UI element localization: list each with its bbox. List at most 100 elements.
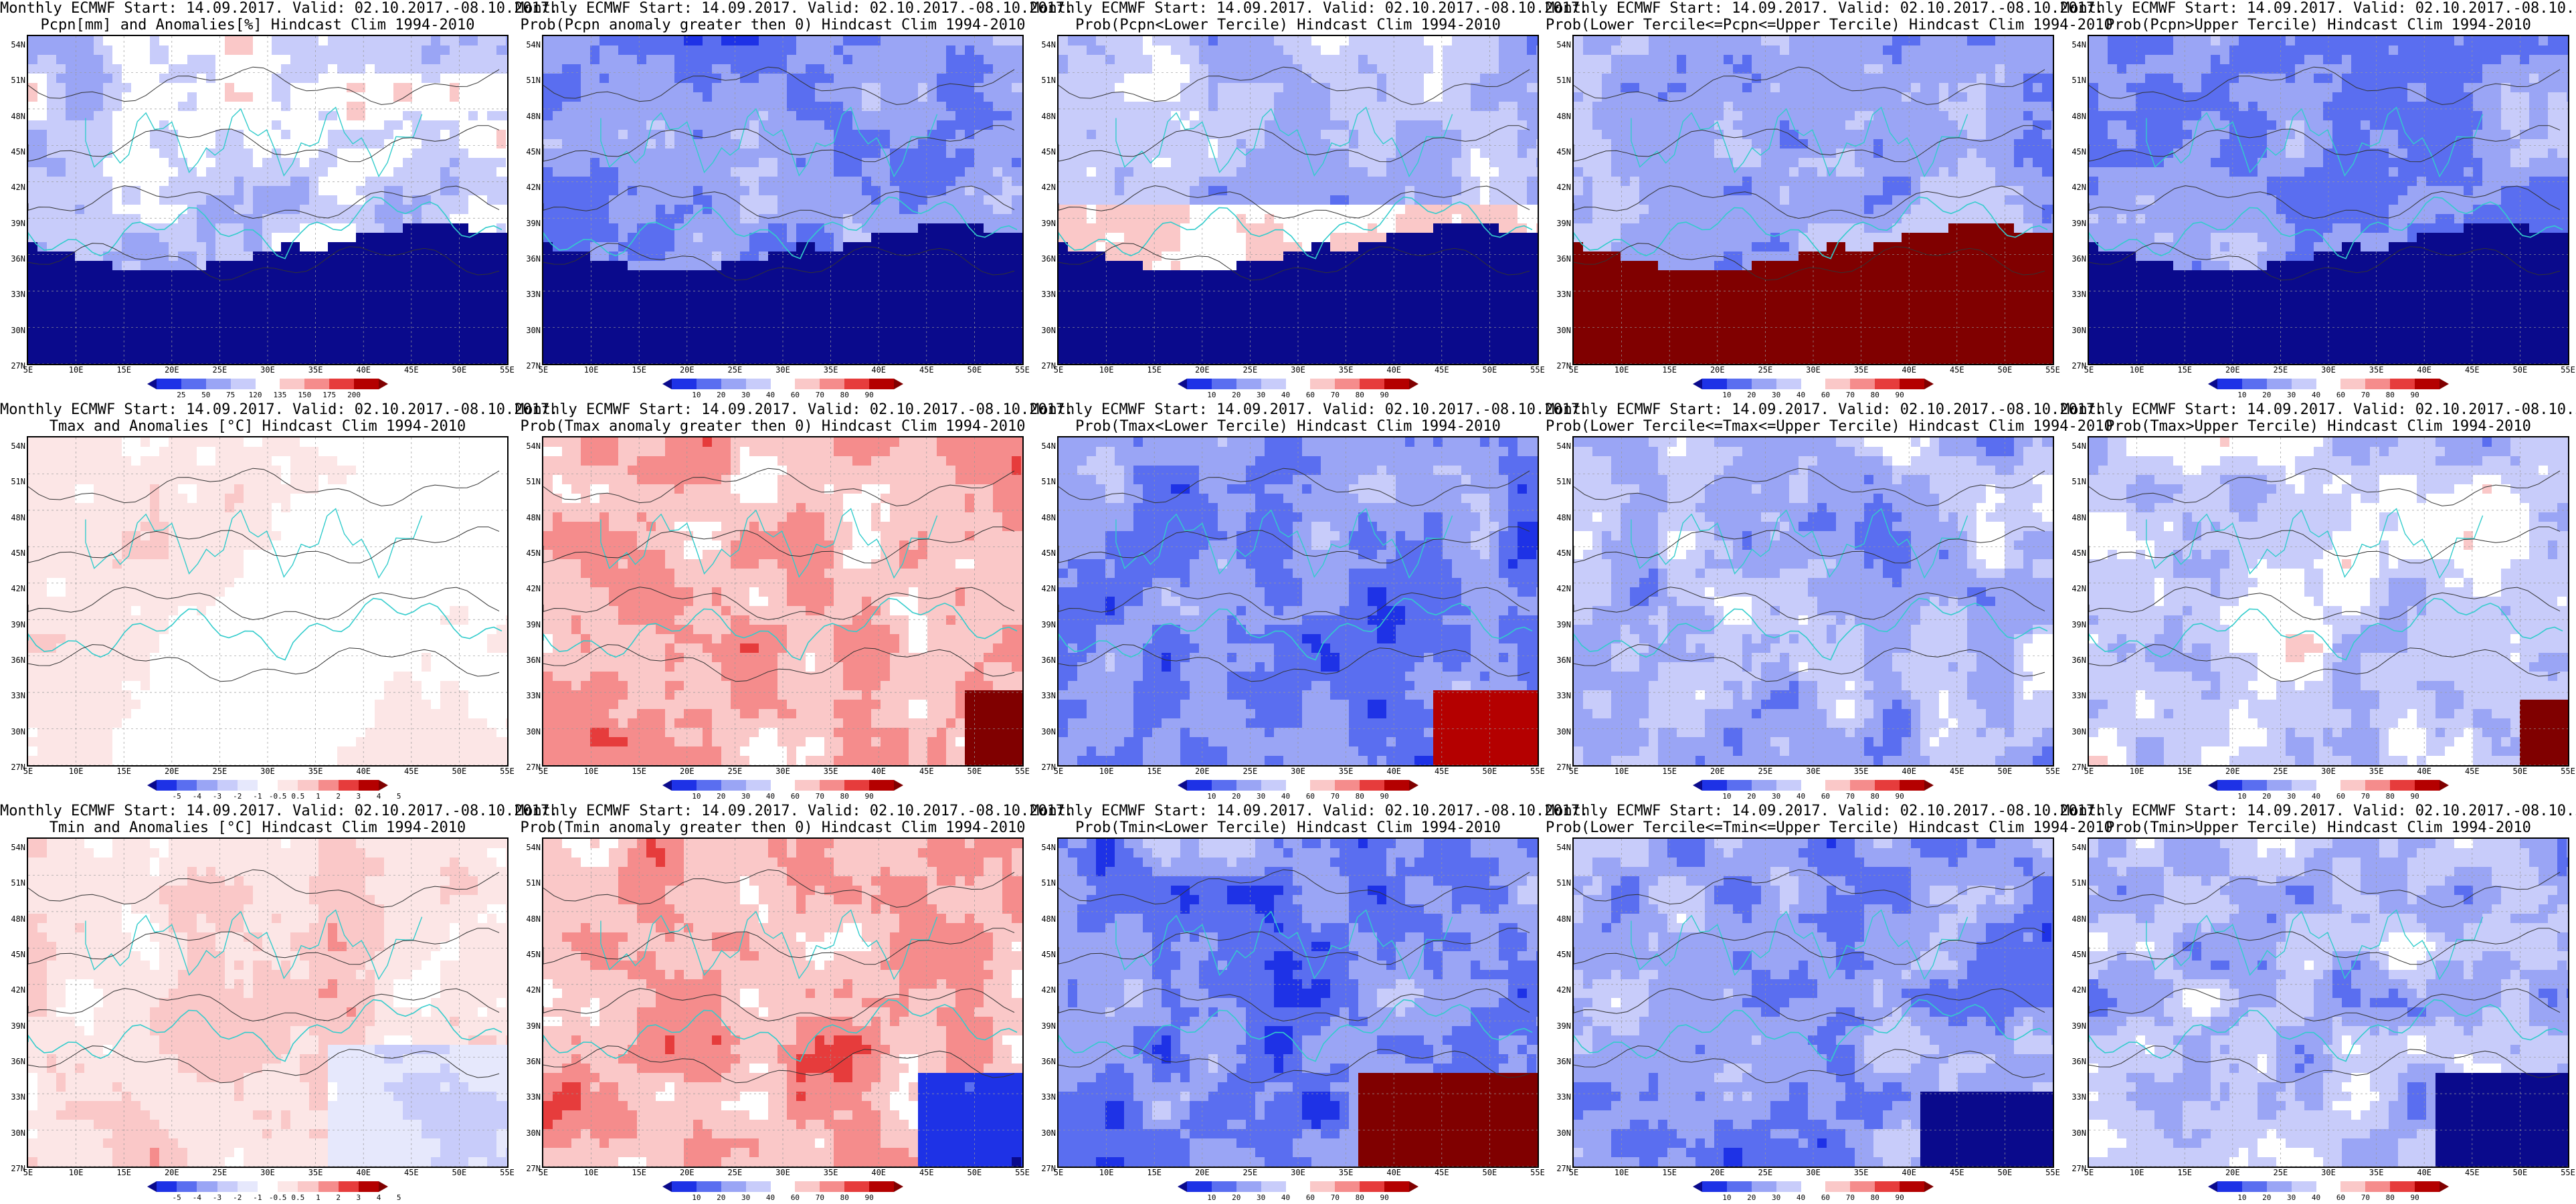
field-cell	[993, 242, 1003, 252]
latitude-label: 39N	[3, 219, 25, 228]
field-cell	[1414, 64, 1424, 74]
field-cell	[590, 92, 600, 102]
field-cell	[496, 139, 507, 149]
field-cell	[281, 280, 291, 290]
field-cell	[946, 158, 956, 168]
field-cell	[506, 252, 507, 262]
field-cell	[487, 242, 497, 252]
field-cell	[852, 326, 862, 336]
field-cell	[646, 45, 656, 56]
field-cell	[600, 326, 610, 336]
field-cell	[1012, 308, 1022, 318]
field-cell	[56, 64, 66, 74]
field-cell	[150, 308, 160, 318]
field-cell	[37, 36, 48, 46]
field-cell	[1115, 205, 1125, 215]
field-cell	[422, 345, 432, 355]
field-cell	[1330, 102, 1340, 112]
field-cell	[66, 345, 76, 355]
field-cell	[122, 261, 132, 271]
field-cell	[749, 336, 759, 346]
field-cell	[506, 36, 507, 46]
field-cell	[244, 233, 254, 243]
field-cell	[1068, 214, 1078, 224]
field-cell	[393, 326, 403, 336]
field-cell	[150, 74, 160, 84]
field-cell	[141, 214, 151, 224]
panel-title-line1: Monthly ECMWF Start: 14.09.2017. Valid: …	[515, 0, 1073, 17]
field-cell	[1143, 223, 1153, 233]
field-cell	[665, 261, 675, 271]
field-cell	[225, 298, 235, 308]
field-cell	[262, 111, 272, 121]
field-cell	[1349, 55, 1359, 65]
field-cell	[150, 195, 160, 205]
field-cell	[937, 317, 947, 327]
field-cell	[281, 214, 291, 224]
field-cell	[253, 148, 263, 159]
field-cell	[169, 270, 179, 280]
field-cell	[412, 308, 422, 318]
field-cell	[244, 280, 254, 290]
field-cell	[422, 233, 432, 243]
field-cell	[1349, 186, 1359, 196]
field-cell	[468, 139, 478, 149]
field-cell	[412, 261, 422, 271]
field-cell	[150, 317, 160, 327]
field-cell	[927, 261, 937, 271]
field-cell	[609, 92, 619, 102]
field-cell	[693, 92, 703, 102]
field-cell	[496, 148, 507, 159]
coastline	[28, 196, 502, 260]
field-cell	[824, 148, 834, 159]
field-cell	[1340, 148, 1350, 159]
field-cell	[459, 205, 469, 215]
field-cell	[206, 252, 216, 262]
field-cell	[262, 74, 272, 84]
field-cell	[637, 158, 647, 168]
field-cell	[909, 186, 919, 196]
field-cell	[37, 233, 48, 243]
field-cell	[749, 289, 759, 299]
field-cell	[759, 280, 769, 290]
field-cell	[749, 317, 759, 327]
field-cell	[693, 289, 703, 299]
contour-line	[543, 185, 1015, 219]
field-cell	[1452, 205, 1462, 215]
field-cell	[272, 83, 282, 93]
field-cell	[300, 36, 310, 46]
field-cell	[787, 270, 797, 280]
field-cell	[553, 233, 563, 243]
field-cell	[796, 223, 806, 233]
field-cell	[150, 102, 160, 112]
field-cell	[1424, 74, 1434, 84]
field-cell	[965, 158, 975, 168]
field-cell	[1133, 120, 1143, 130]
field-cell	[946, 289, 956, 299]
field-cell	[684, 92, 694, 102]
field-cell	[1489, 36, 1499, 46]
field-cell	[974, 308, 984, 318]
field-cell	[590, 205, 600, 215]
forecast-map-panel: Monthly ECMWF Start: 14.09.2017. Valid: …	[1030, 0, 1588, 401]
field-cell	[393, 242, 403, 252]
field-cell	[1265, 148, 1275, 159]
field-cell	[66, 120, 76, 130]
field-cell	[712, 130, 722, 140]
field-cell	[1152, 233, 1162, 243]
field-cell	[215, 205, 225, 215]
field-cell	[422, 120, 432, 130]
field-cell	[309, 326, 319, 336]
field-cell	[665, 242, 675, 252]
field-cell	[262, 308, 272, 318]
field-cell	[974, 120, 984, 130]
field-cell	[1480, 214, 1490, 224]
field-cell	[1068, 233, 1078, 243]
field-cell	[721, 345, 731, 355]
field-cell	[637, 270, 647, 280]
field-cell	[1059, 242, 1069, 252]
field-cell	[600, 120, 610, 130]
field-cell	[347, 205, 357, 215]
field-cell	[1002, 214, 1012, 224]
field-cell	[1012, 158, 1022, 168]
